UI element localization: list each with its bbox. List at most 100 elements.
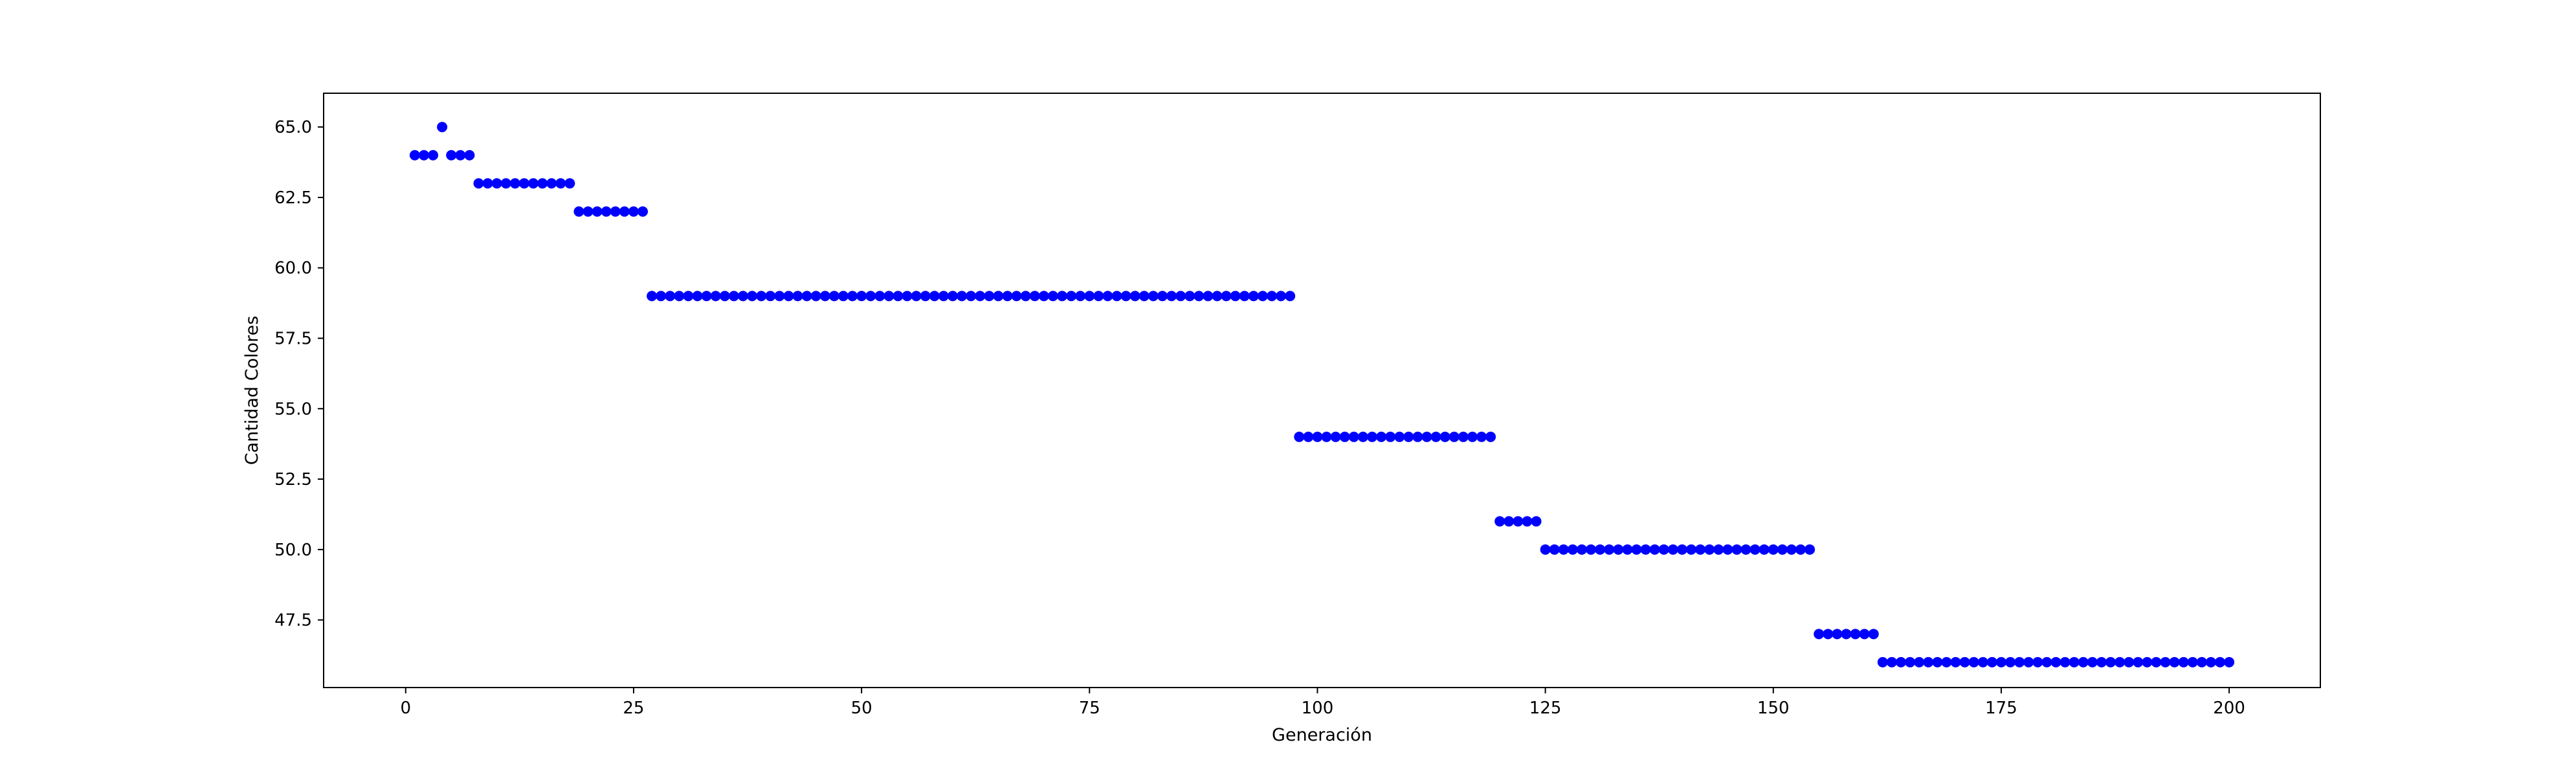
data-point: [1212, 291, 1223, 302]
data-point: [564, 178, 575, 189]
data-point: [2014, 656, 2025, 667]
data-point: [1285, 291, 1296, 302]
data-point: [1923, 656, 1934, 667]
data-point: [2178, 656, 2189, 667]
data-point: [1814, 629, 1825, 640]
data-point: [455, 150, 466, 161]
data-point: [1221, 291, 1232, 302]
data-point: [883, 291, 894, 302]
data-point: [601, 206, 612, 217]
x-tick-label: 150: [1757, 699, 1790, 718]
x-tick-label: 0: [401, 699, 412, 718]
data-point: [1394, 431, 1405, 442]
data-point: [665, 291, 676, 302]
data-point: [1385, 431, 1396, 442]
data-point: [1248, 291, 1259, 302]
data-point: [1029, 291, 1040, 302]
data-point: [1914, 656, 1925, 667]
data-point: [2142, 656, 2153, 667]
data-point: [473, 178, 484, 189]
data-point: [1658, 544, 1669, 555]
x-tick-label: 25: [623, 699, 644, 718]
data-point: [1704, 544, 1715, 555]
data-point: [692, 291, 703, 302]
x-tick-label: 200: [2213, 699, 2245, 718]
data-point: [1595, 544, 1606, 555]
data-point: [2215, 656, 2226, 667]
data-point: [1749, 544, 1760, 555]
data-point: [491, 178, 502, 189]
data-point: [902, 291, 913, 302]
data-point: [792, 291, 803, 302]
data-point: [1868, 629, 1879, 640]
data-point: [1294, 431, 1305, 442]
data-point: [1057, 291, 1068, 302]
data-point: [1795, 544, 1806, 555]
data-point: [1166, 291, 1177, 302]
data-point: [1075, 291, 1086, 302]
y-tick-label: 47.5: [274, 611, 312, 631]
data-point: [546, 178, 557, 189]
data-point: [1832, 629, 1843, 640]
data-point: [1586, 544, 1597, 555]
data-point: [2115, 656, 2126, 667]
data-point: [1020, 291, 1031, 302]
data-point: [1576, 544, 1587, 555]
data-point: [1513, 516, 1524, 527]
data-point: [737, 291, 748, 302]
data-point: [1740, 544, 1751, 555]
data-point: [656, 291, 667, 302]
data-point: [1330, 431, 1341, 442]
data-point: [2041, 656, 2052, 667]
plot-frame: [323, 93, 2321, 688]
data-point: [1184, 291, 1195, 302]
data-point: [583, 206, 594, 217]
data-point: [2050, 656, 2061, 667]
data-point: [2105, 656, 2116, 667]
data-point: [1366, 431, 1377, 442]
data-point: [1339, 431, 1350, 442]
data-point: [2124, 656, 2135, 667]
x-tick-label: 75: [1079, 699, 1100, 718]
data-point: [1129, 291, 1140, 302]
data-point: [1622, 544, 1633, 555]
x-axis-label: Generación: [1272, 725, 1372, 745]
data-point: [747, 291, 758, 302]
ticks: 0 25 50 75 100 125 150 175 200 47.5 50.0 52.5 55.0 57…: [274, 118, 2245, 718]
data-point: [847, 291, 858, 302]
data-point: [1102, 291, 1113, 302]
data-point: [1321, 431, 1332, 442]
data-point: [984, 291, 995, 302]
data-point: [1859, 629, 1870, 640]
data-point: [1841, 629, 1852, 640]
data-point: [2169, 656, 2180, 667]
y-tick-label: 65.0: [274, 118, 312, 137]
data-point: [1631, 544, 1642, 555]
data-point: [437, 122, 448, 133]
data-point: [2196, 656, 2207, 667]
data-point: [1558, 544, 1569, 555]
data-point: [1995, 656, 2006, 667]
data-point: [1348, 431, 1359, 442]
data-point: [418, 150, 429, 161]
data-point: [1412, 431, 1423, 442]
data-point: [409, 150, 420, 161]
data-point: [975, 291, 986, 302]
data-point: [710, 291, 721, 302]
data-point: [865, 291, 876, 302]
data-point: [674, 291, 685, 302]
data-point: [1823, 629, 1834, 640]
data-point: [1968, 656, 1979, 667]
data-point: [638, 206, 649, 217]
data-point: [874, 291, 885, 302]
x-tick-label: 175: [1985, 699, 2017, 718]
data-point: [920, 291, 931, 302]
y-tick-label: 55.0: [274, 399, 312, 419]
data-point: [2069, 656, 2080, 667]
data-point: [1157, 291, 1168, 302]
data-point: [801, 291, 812, 302]
data-point: [1430, 431, 1441, 442]
data-point: [683, 291, 694, 302]
